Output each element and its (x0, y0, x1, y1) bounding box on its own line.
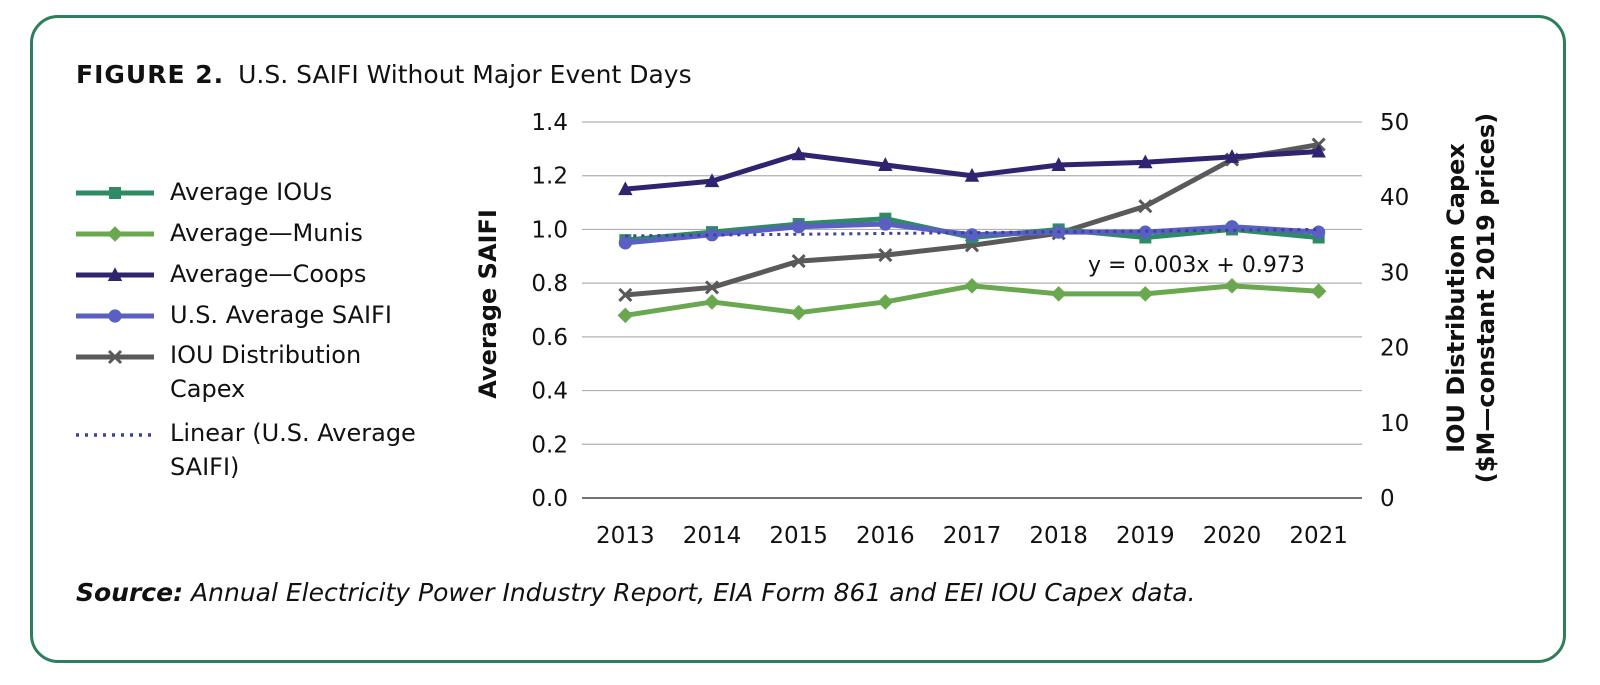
data-point (1312, 225, 1326, 239)
data-point (618, 236, 632, 250)
legend-item: Average—Munis (74, 213, 416, 254)
legend-label: U.S. Average SAIFI (170, 301, 392, 329)
y-tick-label: 0.0 (531, 486, 568, 512)
y2-tick-label: 10 (1380, 411, 1409, 437)
data-point (618, 287, 633, 303)
x-tick-label: 2014 (683, 523, 742, 549)
data-point (1138, 154, 1153, 169)
legend-item: U.S. Average SAIFI (74, 295, 416, 336)
data-point-stroke (1138, 199, 1153, 214)
y-tick-label: 0.6 (531, 325, 568, 351)
figure-title: FIGURE 2. U.S. SAIFI Without Major Event … (76, 60, 692, 89)
data-point-stroke (107, 349, 123, 365)
legend-swatch (76, 226, 154, 242)
figure-source: Source: Annual Electricity Power Industr… (76, 578, 1195, 607)
y-tick-label: 0.4 (531, 379, 568, 405)
legend-swatch (76, 349, 154, 365)
y2-axis-title-line1: IOU Distribution Capex (1442, 143, 1470, 453)
data-point (964, 167, 980, 182)
legend-label: Average—Munis (170, 219, 363, 247)
x-tick-label: 2016 (856, 523, 915, 549)
data-point (107, 349, 123, 365)
y2-axis-title-line2: ($M—constant 2019 prices) (1472, 113, 1500, 483)
x-tick-label: 2015 (769, 523, 828, 549)
data-point (704, 280, 720, 295)
legend-swatch (76, 267, 154, 281)
figure-frame (30, 15, 1566, 663)
figure-label: FIGURE 2. (76, 60, 225, 89)
data-point (965, 228, 979, 242)
legend-item: Average IOUs (74, 172, 416, 213)
data-point (1138, 199, 1153, 214)
data-point (1311, 143, 1326, 158)
y2-tick-label: 0 (1380, 486, 1395, 512)
legend-label: Linear (U.S. Average SAIFI) (170, 419, 416, 481)
legend-swatch (76, 187, 154, 199)
data-point (792, 220, 806, 234)
x-tick-label: 2013 (596, 523, 655, 549)
data-point (617, 307, 634, 324)
legend-item: Average—Coops (74, 254, 416, 295)
data-point (877, 294, 894, 310)
data-point (704, 173, 720, 188)
data-point-stroke (618, 287, 633, 303)
y2-tick-label: 20 (1380, 336, 1409, 362)
data-point (1137, 286, 1154, 302)
data-point (618, 181, 633, 196)
y2-tick-label: 50 (1380, 110, 1409, 136)
x-tick-label: 2018 (1029, 523, 1088, 549)
x-tick-label: 2020 (1203, 523, 1262, 549)
y2-tick-label: 30 (1380, 260, 1409, 286)
data-point (878, 157, 893, 171)
series-line (625, 227, 1319, 238)
data-point (704, 294, 720, 310)
x-tick-label: 2017 (943, 523, 1002, 549)
y-tick-label: 0.2 (531, 432, 568, 458)
y-axis-title: Average SAIFI (474, 209, 502, 399)
data-point (108, 309, 122, 323)
y2-tick-label: 40 (1380, 185, 1409, 211)
chart-legend: Average IOUs Average—Munis Average—Coops U.… (74, 172, 416, 492)
source-label: Source: (76, 578, 184, 607)
y-tick-label: 1.4 (531, 110, 568, 136)
legend-swatch (76, 433, 154, 437)
y-tick-label: 1.2 (531, 164, 568, 190)
legend-swatch (76, 309, 154, 323)
data-point (791, 146, 806, 161)
y-tick-label: 1.0 (531, 217, 568, 243)
data-point-stroke (791, 254, 806, 269)
data-point-stroke (704, 280, 720, 295)
legend-label: Average IOUs (170, 178, 333, 206)
legend-item: Linear (U.S. Average SAIFI) (74, 414, 416, 492)
data-point (791, 254, 806, 269)
data-point (1310, 283, 1327, 299)
source-text: Annual Electricity Power Industry Report… (183, 578, 1196, 607)
data-point (1051, 157, 1066, 171)
trendline-equation: y = 0.003x + 0.973 (1088, 253, 1305, 278)
data-point (1050, 286, 1067, 302)
legend-item: IOU Distribution Capex (74, 336, 416, 414)
x-tick-label: 2019 (1116, 523, 1175, 549)
data-point (107, 226, 123, 242)
legend-label: IOU Distribution Capex (170, 341, 362, 403)
data-point (790, 304, 807, 321)
figure-title-text: U.S. SAIFI Without Major Event Days (238, 60, 692, 89)
y-tick-label: 0.8 (531, 271, 568, 297)
data-point (107, 267, 123, 281)
data-point (109, 187, 121, 199)
data-point (878, 248, 893, 263)
data-point (878, 217, 892, 231)
data-point (1224, 278, 1240, 294)
legend-label: Average—Coops (170, 260, 367, 288)
data-point (964, 278, 980, 294)
data-point-stroke (878, 248, 893, 263)
data-point (1224, 149, 1240, 163)
x-tick-label: 2021 (1289, 523, 1348, 549)
data-point (705, 228, 719, 242)
